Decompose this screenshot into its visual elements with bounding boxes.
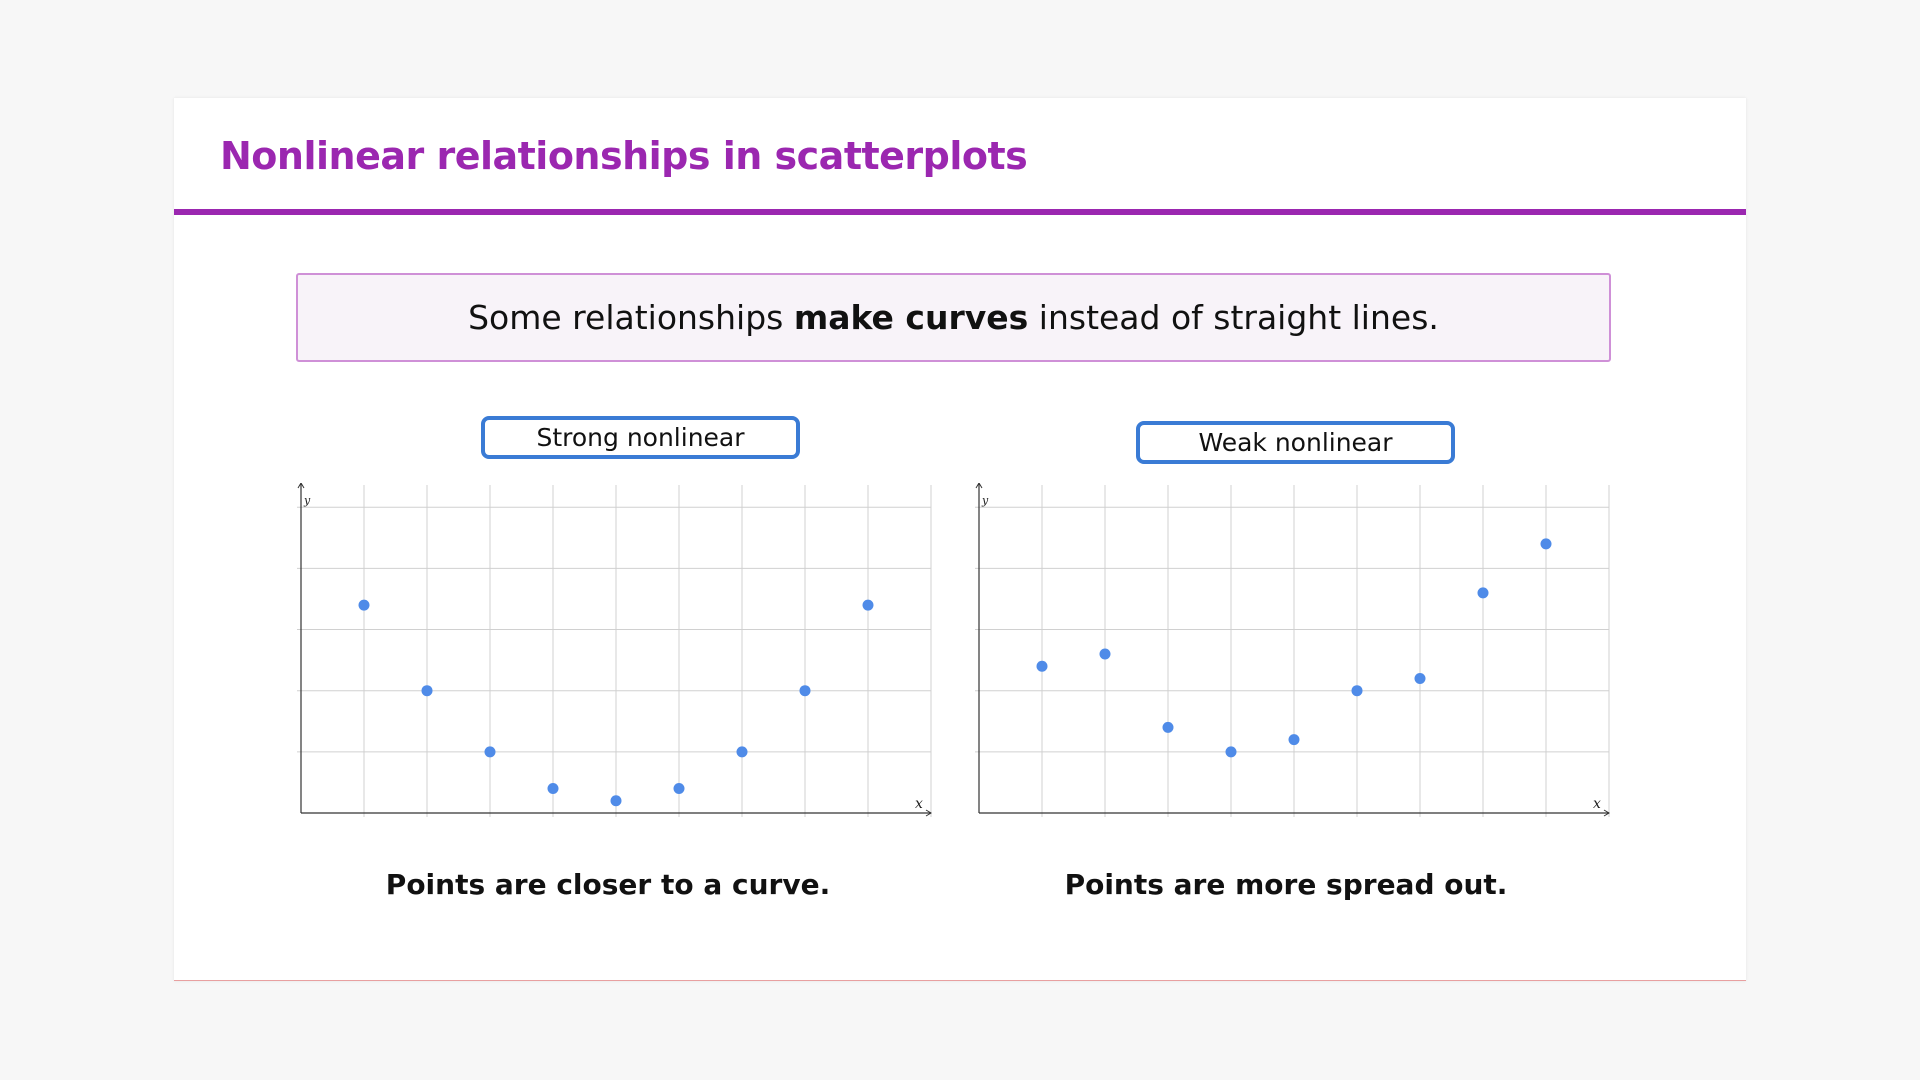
- x-axis-arrow: [925, 809, 932, 817]
- strong-caption: Points are closer to a curve.: [385, 868, 831, 901]
- data-point: [1477, 587, 1489, 599]
- y-axis-arrow: [297, 483, 305, 489]
- title-divider: [174, 209, 1746, 215]
- scatterplot-weak: xy: [975, 483, 1610, 817]
- data-point: [421, 685, 433, 697]
- data-point: [358, 599, 370, 611]
- weak-caption: Points are more spread out.: [1064, 868, 1508, 901]
- data-point: [1540, 538, 1552, 550]
- x-axis-arrow: [1603, 809, 1610, 817]
- data-point: [1036, 660, 1048, 672]
- data-point: [610, 795, 622, 807]
- callout-box: Some relationships make curves instead o…: [296, 273, 1611, 362]
- scatterplot-strong: xy: [297, 483, 932, 817]
- strong-nonlinear-label: Strong nonlinear: [481, 416, 800, 459]
- page-title: Nonlinear relationships in scatterplots: [220, 134, 1028, 178]
- data-point: [484, 746, 496, 758]
- data-point: [547, 783, 559, 795]
- data-point: [862, 599, 874, 611]
- data-point: [1351, 685, 1363, 697]
- slide: Nonlinear relationships in scatterplots …: [174, 98, 1746, 981]
- y-axis-arrow: [975, 483, 983, 489]
- data-point: [1225, 746, 1237, 758]
- data-point: [736, 746, 748, 758]
- data-point: [799, 685, 811, 697]
- x-axis-label: x: [915, 796, 923, 812]
- x-axis-label: x: [1593, 796, 1601, 812]
- callout-text-end: instead of straight lines.: [1028, 298, 1439, 337]
- data-point: [1414, 672, 1426, 684]
- callout-text-bold: make curves: [793, 298, 1029, 337]
- callout-text-start: Some relationships: [468, 298, 794, 337]
- y-axis-label: y: [981, 494, 989, 507]
- data-point: [1288, 734, 1300, 746]
- data-point: [1099, 648, 1111, 660]
- weak-nonlinear-label: Weak nonlinear: [1136, 421, 1455, 464]
- data-point: [673, 783, 685, 795]
- data-point: [1162, 721, 1174, 733]
- y-axis-label: y: [303, 494, 311, 507]
